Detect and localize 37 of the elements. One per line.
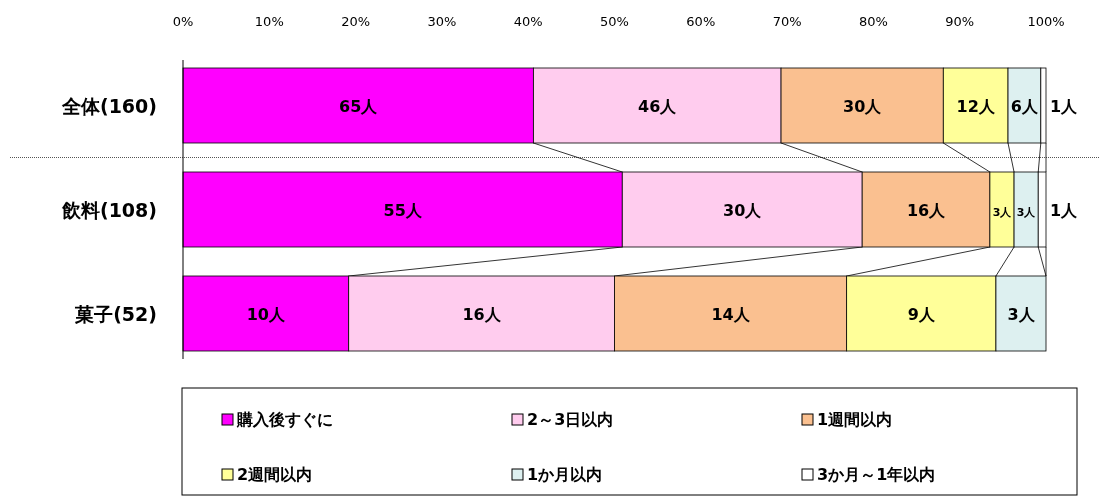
y-tick-label: 全体(160) xyxy=(60,94,157,117)
annotation: 16人 xyxy=(462,304,502,324)
annotation: 55人 xyxy=(383,200,423,220)
x-tick-label: 40% xyxy=(513,14,543,29)
legend-label: 購入後すぐに xyxy=(236,410,333,429)
x-tick-label: 0% xyxy=(172,14,194,29)
x-tick-label: 60% xyxy=(686,14,716,29)
y-tick-label: 飲料(108) xyxy=(60,198,157,221)
text: 1人 xyxy=(1050,200,1079,220)
annotation: 6人 xyxy=(1010,96,1039,116)
x-tick-label: 90% xyxy=(945,14,975,29)
annotation: 3人 xyxy=(1016,205,1037,219)
y-tick-label: 菓子(52) xyxy=(74,302,157,325)
annotation: 30人 xyxy=(723,200,763,220)
annotation: 12人 xyxy=(956,96,996,116)
annotation: 46人 xyxy=(638,96,678,116)
x-tick-label: 20% xyxy=(341,14,371,29)
annotation: 3人 xyxy=(1007,304,1036,324)
annotation: 30人 xyxy=(843,96,883,116)
annotation: 10人 xyxy=(246,304,286,324)
annotation: 9人 xyxy=(907,304,936,324)
x-tick-label: 80% xyxy=(858,14,888,29)
legend-label: 2～3日以内 xyxy=(527,410,614,429)
x-tick-label: 100% xyxy=(1027,14,1065,29)
x-tick-label: 50% xyxy=(600,14,629,29)
annotation: 3人 xyxy=(992,205,1013,219)
text: 1人 xyxy=(1050,96,1079,116)
legend-label: 1か月以内 xyxy=(527,465,603,484)
legend-label: 1週間以内 xyxy=(817,410,893,429)
annotation: 16人 xyxy=(906,200,947,220)
x-tick-label: 70% xyxy=(772,14,802,29)
legend-label: 2週間以内 xyxy=(237,465,313,484)
legend-label: 3か月～1年以内 xyxy=(817,465,936,484)
x-tick-label: 10% xyxy=(254,14,284,29)
x-tick-label: 30% xyxy=(427,14,457,29)
annotation: 65人 xyxy=(339,96,379,116)
annotation: 14人 xyxy=(711,304,751,324)
